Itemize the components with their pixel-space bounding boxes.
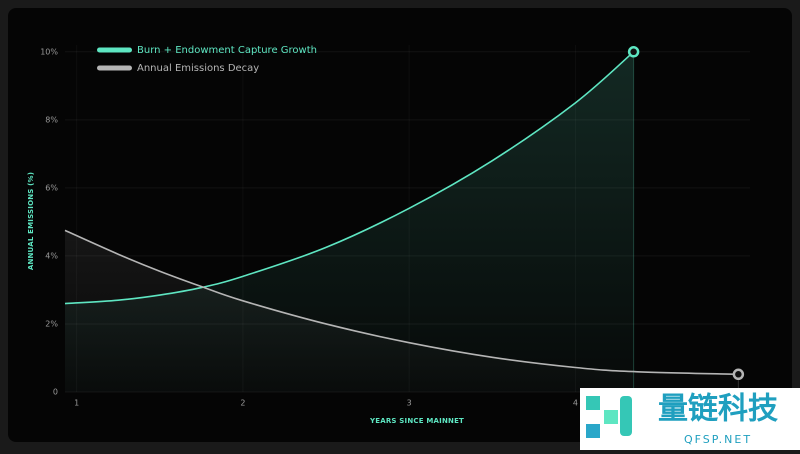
line [64,51,635,305]
y-tick-label: 4% [45,251,58,260]
y-tick-label: 2% [45,319,58,328]
x-tick-label: 2 [240,399,245,408]
watermark: 量链科技 QFSP.NET [580,388,800,450]
watermark-icon [586,424,600,438]
y-tick-label: 0 [53,388,58,397]
legend-swatch [97,65,132,71]
y-tick-label: 6% [45,183,58,192]
legend-swatch [97,47,132,53]
y-tick-label: 10% [40,47,58,56]
x-tick-label: 4 [573,399,578,408]
y-axis-title: ANNUAL EMISSIONS (%) [27,172,35,270]
x-axis-title: YEARS SINCE MAINNET [369,417,464,425]
y-tick-label: 8% [45,115,58,124]
watermark-title: 量链科技 [658,392,778,427]
legend-label: Burn + Endowment Capture Growth [137,45,317,56]
x-tick-label: 1 [74,399,79,408]
end-marker [627,46,640,58]
watermark-subtitle: QFSP.NET [684,433,752,446]
line [64,229,739,376]
watermark-icon [620,396,632,436]
lines [64,46,745,381]
end-marker [732,368,745,381]
labels: 0 2% 4% 6% 8% 10% 1 2 3 4 Burn + Endowment Capture… [40,45,578,408]
watermark-icon [604,410,618,424]
legend-label: Annual Emissions Decay [137,63,259,74]
x-tick-label: 3 [407,399,412,408]
watermark-icon [586,396,600,410]
area [65,230,739,392]
